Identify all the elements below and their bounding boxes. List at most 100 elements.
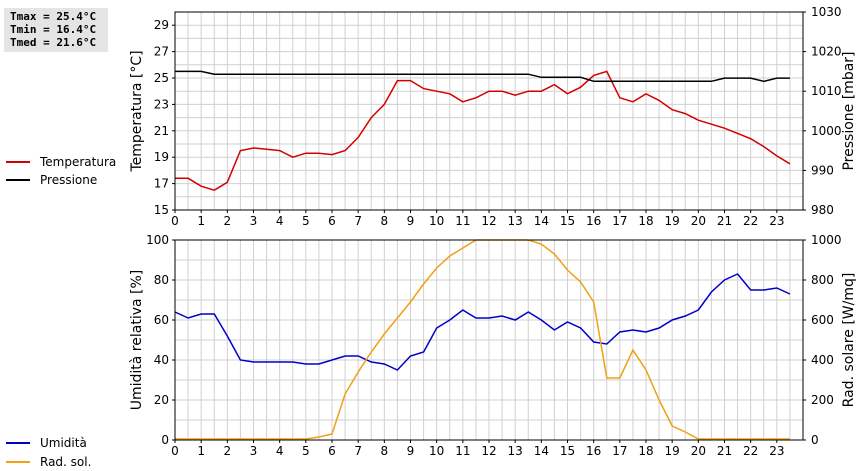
y-tick-label: 60 (154, 313, 169, 327)
temperature-axis-ticks: 0 1 2 3 4 5 6 7 8 9 10 11 12 13 14 15 16 17 18 19 20 21 22 2315… (154, 5, 842, 228)
weather-charts: 0 1 2 3 4 5 6 7 8 9 10 11 12 13 14 15 16 17 18 19 20 21 22 2315… (129, 5, 857, 458)
y-tick-label: 20 (154, 393, 169, 407)
humidity-axis-ticks: 0 1 2 3 4 5 6 7 8 9 10 11 12 13 14 15 16 17 18 19 20 21 22 2302… (146, 233, 841, 458)
y-tick-label: 21 (154, 124, 169, 138)
x-tick-label: 7 (354, 214, 362, 228)
x-tick-label: 4 (276, 214, 284, 228)
x-tick-label: 14 (534, 444, 549, 458)
x-tick-label: 16 (586, 214, 601, 228)
y-tick-label: 15 (154, 203, 169, 217)
x-tick-label: 7 (354, 444, 362, 458)
y-tick-label: 80 (154, 273, 169, 287)
x-tick-label: 9 (407, 444, 415, 458)
x-tick-label: 6 (328, 444, 336, 458)
x-tick-label: 12 (481, 214, 496, 228)
x-tick-label: 0 (171, 214, 179, 228)
y2-tick-label: 800 (811, 273, 834, 287)
x-tick-label: 15 (560, 214, 575, 228)
legend-label-umidita: Umidità (40, 436, 87, 450)
x-tick-label: 22 (743, 444, 758, 458)
x-tick-label: 0 (171, 444, 179, 458)
y2-tick-label: 200 (811, 393, 834, 407)
y-tick-label: 40 (154, 353, 169, 367)
x-tick-label: 6 (328, 214, 336, 228)
y2-tick-label: 0 (811, 433, 819, 447)
stats-box: Tmax = 25.4°C Tmin = 16.4°C Tmed = 21.6°… (4, 8, 108, 52)
x-tick-label: 3 (250, 444, 258, 458)
series-line-umidit- (174, 273, 791, 371)
y-tick-label: 100 (146, 233, 169, 247)
x-tick-label: 1 (197, 214, 205, 228)
stat-tmin: Tmin = 16.4°C (10, 23, 97, 36)
legend-item-umidita: Umidità (6, 434, 87, 452)
x-tick-label: 11 (455, 444, 470, 458)
y2-tick-label: 1000 (811, 124, 842, 138)
y2-tick-label: 1010 (811, 84, 842, 98)
x-tick-label: 9 (407, 214, 415, 228)
x-tick-label: 8 (381, 444, 389, 458)
x-tick-label: 19 (665, 444, 680, 458)
legend-label-pressione: Pressione (40, 173, 98, 187)
x-tick-label: 14 (534, 214, 549, 228)
x-tick-label: 22 (743, 214, 758, 228)
x-tick-label: 18 (638, 444, 653, 458)
x-tick-label: 4 (276, 444, 284, 458)
y-tick-label: 23 (154, 97, 169, 111)
legend-swatch-umidita (6, 442, 30, 444)
pressure-axis-label: Pressione [mbar] (841, 51, 857, 170)
x-tick-label: 10 (429, 214, 444, 228)
x-tick-label: 23 (769, 214, 784, 228)
x-tick-label: 19 (665, 214, 680, 228)
legend-top: Temperatura Pressione (6, 153, 116, 189)
legend-label-temperatura: Temperatura (40, 155, 117, 169)
y-tick-label: 17 (154, 177, 169, 191)
legend-item-temperatura: Temperatura (6, 153, 116, 171)
temperature-pressure-panel: 0 1 2 3 4 5 6 7 8 9 10 11 12 13 14 15 16 17 18 19 20 21 22 2315… (129, 5, 857, 228)
x-tick-label: 17 (612, 214, 627, 228)
series-line-pressione (175, 70, 790, 83)
legend-swatch-temperatura (6, 161, 30, 163)
y2-tick-label: 1030 (811, 5, 842, 19)
y2-tick-label: 980 (811, 203, 834, 217)
legend-item-pressione: Pressione (6, 171, 116, 189)
y-tick-label: 27 (154, 45, 169, 59)
y-tick-label: 19 (154, 150, 169, 164)
y-tick-label: 0 (161, 433, 169, 447)
x-tick-label: 21 (717, 214, 732, 228)
x-tick-label: 2 (224, 214, 232, 228)
x-tick-label: 8 (381, 214, 389, 228)
x-tick-label: 20 (691, 214, 706, 228)
humidity-axis-label: Umidità relativa [%] (129, 270, 145, 411)
y2-tick-label: 600 (811, 313, 834, 327)
x-tick-label: 23 (769, 444, 784, 458)
x-tick-label: 11 (455, 214, 470, 228)
stat-tmax: Tmax = 25.4°C (10, 10, 97, 23)
x-tick-label: 12 (481, 444, 496, 458)
x-tick-label: 10 (429, 444, 444, 458)
legend-bottom: Umidità (6, 434, 87, 452)
stat-tmed: Tmed = 21.6°C (10, 36, 97, 49)
y-tick-label: 25 (154, 71, 169, 85)
x-tick-label: 5 (302, 214, 310, 228)
x-tick-label: 18 (638, 214, 653, 228)
x-tick-label: 1 (197, 444, 205, 458)
series-line-temperatura (175, 70, 791, 192)
x-tick-label: 16 (586, 444, 601, 458)
radiation-axis-label: Rad. solare [W/mq] (841, 273, 857, 408)
legend-swatch-rad-sol (6, 461, 30, 463)
temperature-axis-label: Temperatura [°C] (129, 50, 145, 172)
y-tick-label: 29 (154, 18, 169, 32)
x-tick-label: 2 (224, 444, 232, 458)
temperature-pressure-lines (175, 70, 791, 192)
x-tick-label: 3 (250, 214, 258, 228)
y2-tick-label: 400 (811, 353, 834, 367)
humidity-radiation-panel: 0 1 2 3 4 5 6 7 8 9 10 11 12 13 14 15 16 17 18 19 20 21 22 2302… (129, 233, 857, 458)
legend-swatch-pressione (6, 179, 30, 181)
temperature-grid (174, 11, 804, 211)
x-tick-label: 15 (560, 444, 575, 458)
y2-tick-label: 1020 (811, 45, 842, 59)
x-tick-label: 17 (612, 444, 627, 458)
x-tick-label: 20 (691, 444, 706, 458)
x-tick-label: 5 (302, 444, 310, 458)
x-tick-label: 13 (508, 444, 523, 458)
